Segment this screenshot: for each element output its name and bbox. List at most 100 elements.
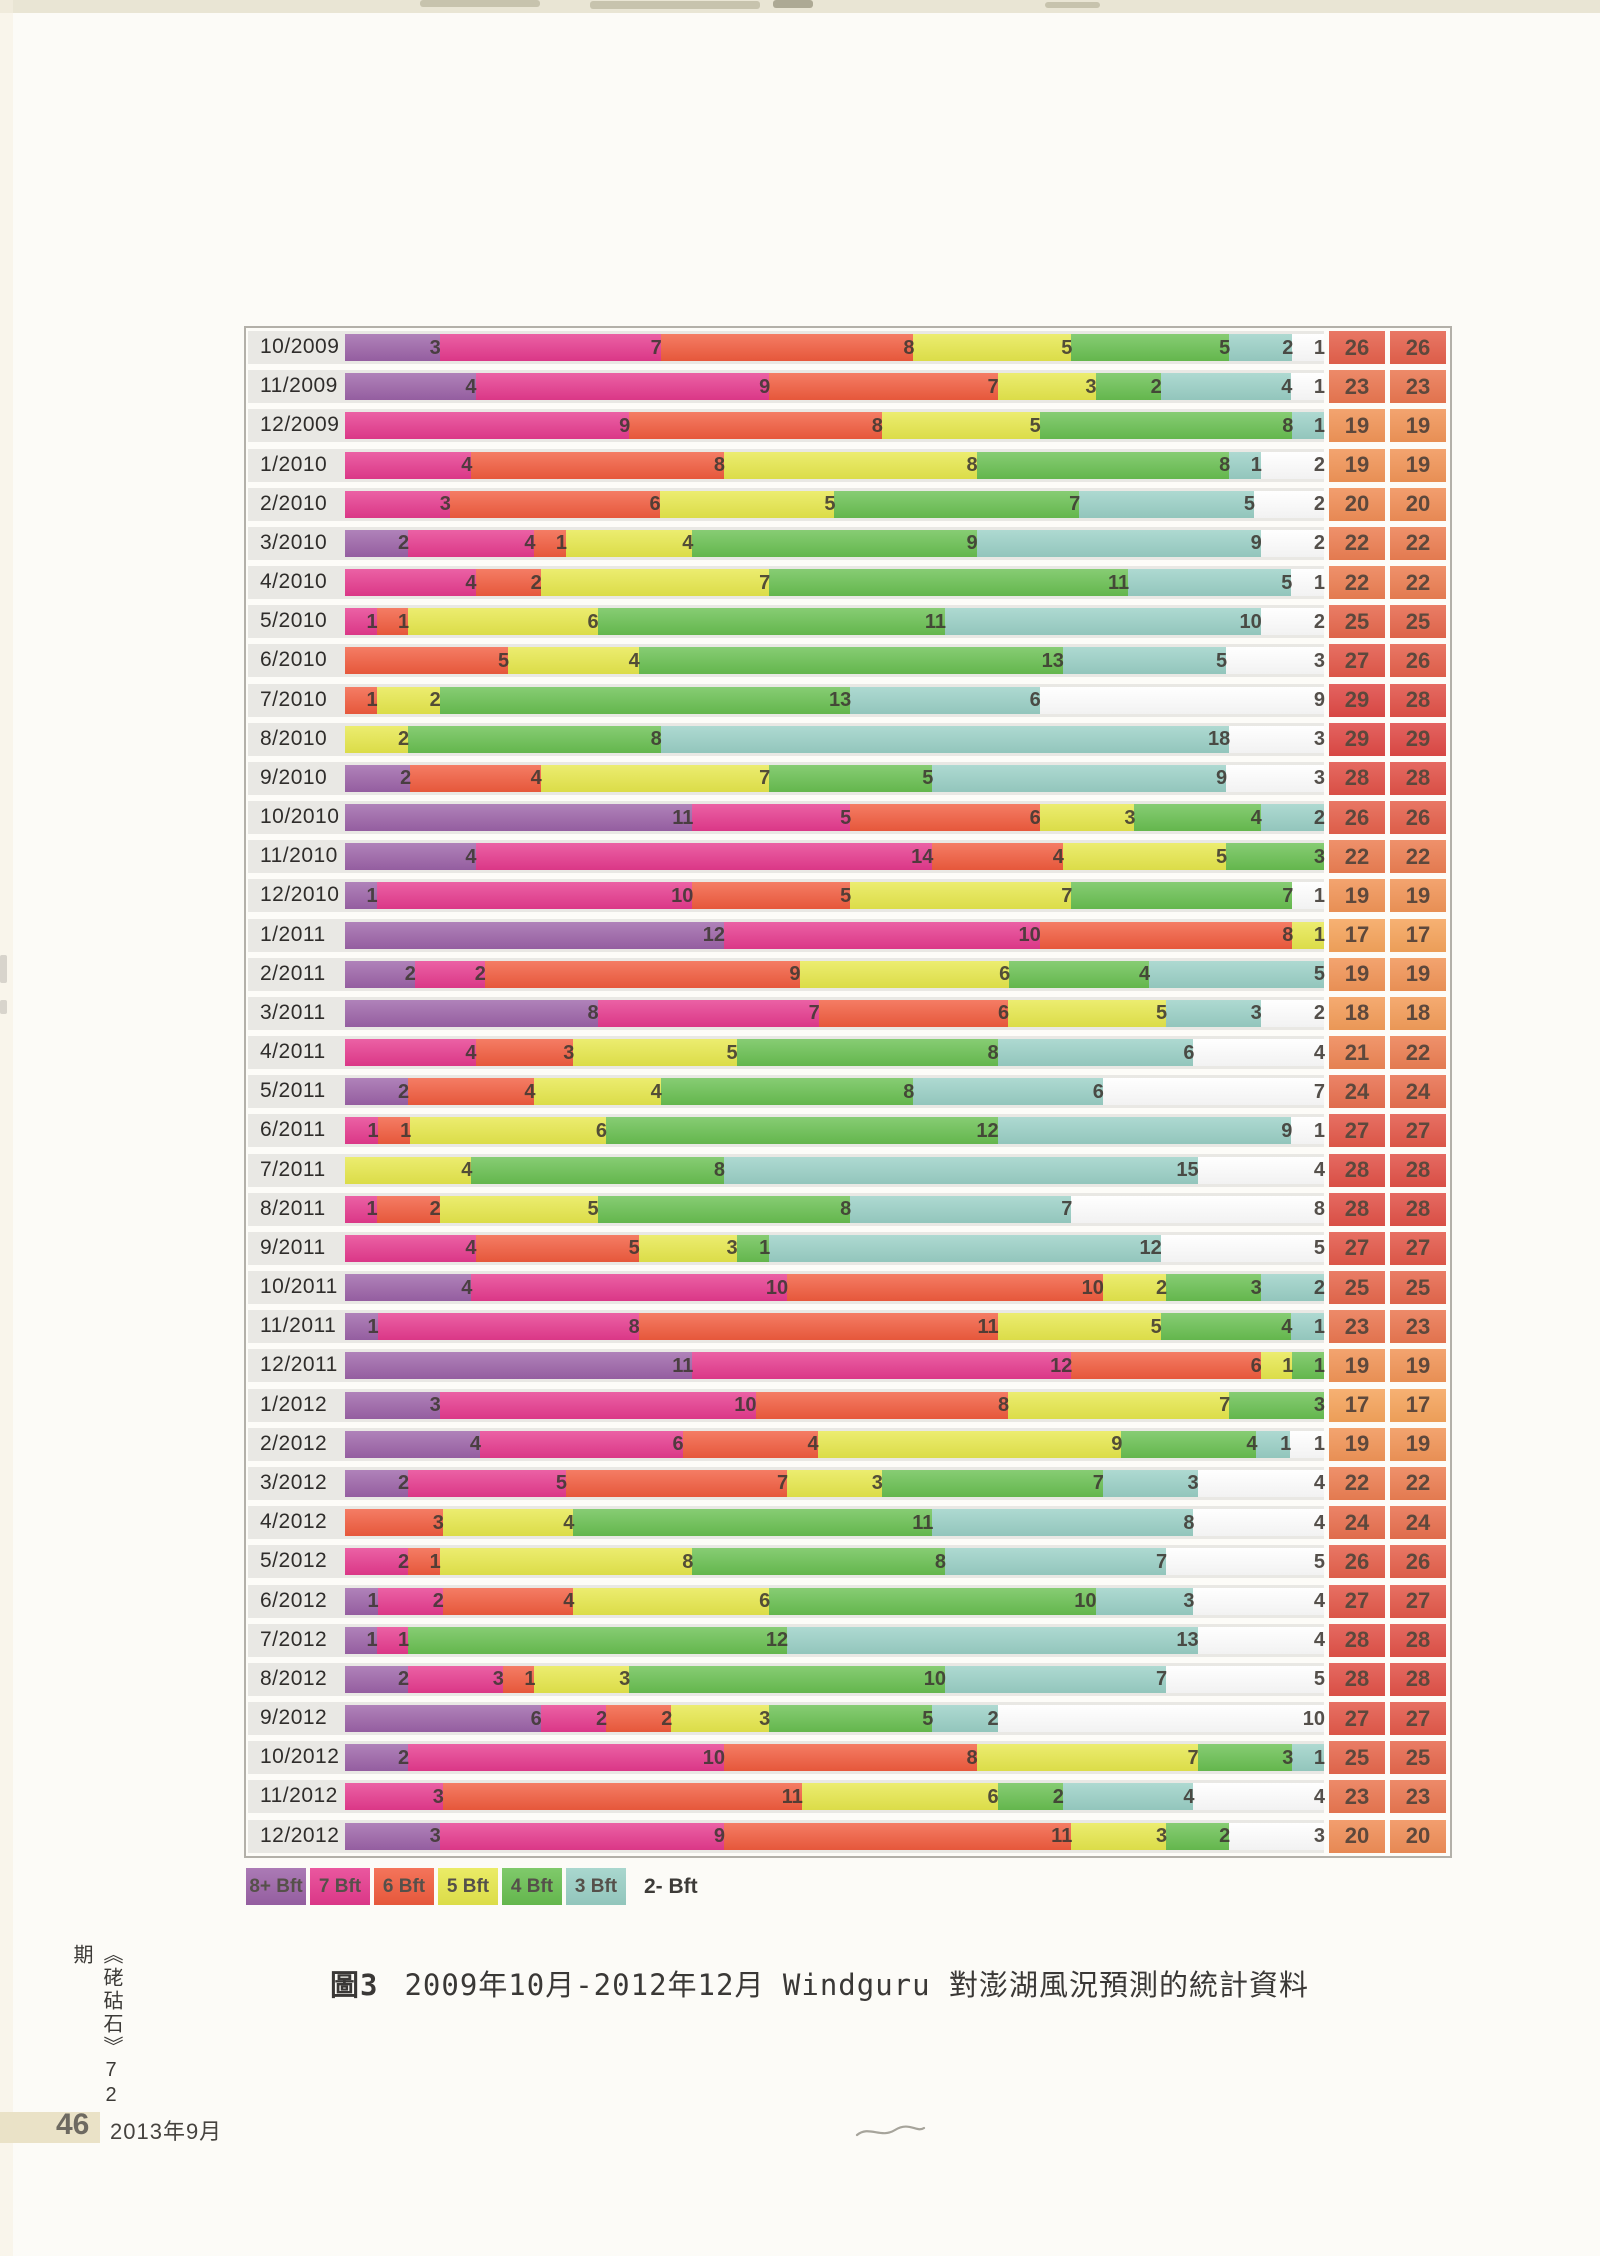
summary-cell-1: 25 bbox=[1329, 605, 1385, 639]
segment-value: 2 bbox=[398, 532, 410, 555]
bar-segment-8plus-bft: 8 bbox=[345, 999, 599, 1027]
bar-segment-5-bft: 6 bbox=[408, 608, 599, 636]
row-month-label: 6/2010 bbox=[260, 648, 328, 672]
bar-segment-8plus-bft: 3 bbox=[345, 1822, 441, 1850]
segment-value: 6 bbox=[759, 1590, 771, 1612]
bar-segment-5-bft: 4 bbox=[566, 529, 693, 557]
summary-cell-2: 24 bbox=[1390, 1075, 1446, 1109]
bar-segment-4-bft: 8 bbox=[736, 1039, 999, 1067]
bar-segment-5-bft: 6 bbox=[573, 1587, 771, 1615]
issue-date: 2013年9月 bbox=[110, 2119, 223, 2144]
segment-value: 6 bbox=[587, 610, 599, 633]
bar-segment-3-bft: 4 bbox=[1160, 373, 1292, 401]
segment-value: 6 bbox=[1029, 806, 1041, 829]
bar-segment-4-bft: 13 bbox=[439, 686, 851, 714]
summary-cell-1: 19 bbox=[1329, 1349, 1385, 1383]
segment-value: 4 bbox=[1313, 1511, 1325, 1534]
bar-segment-7-bft: 5 bbox=[408, 1469, 567, 1497]
summary-cell-2: 26 bbox=[1390, 644, 1446, 678]
summary-cell-2: 22 bbox=[1390, 1036, 1446, 1070]
segment-value: 1 bbox=[429, 1550, 441, 1573]
bar-segment-3-bft: 5 bbox=[1149, 960, 1325, 988]
bar-segment-5-bft: 5 bbox=[1008, 999, 1167, 1027]
segment-value: 11 bbox=[781, 1785, 803, 1808]
summary-cell-1: 23 bbox=[1329, 1780, 1385, 1814]
bar-segment-6-bft: 4 bbox=[442, 1587, 575, 1615]
bar-segment-3-bft: 5 bbox=[1128, 569, 1293, 597]
stacked-bar: 8 7 6 5 3 2 bbox=[345, 999, 1325, 1027]
bar-segment-4-bft: 11 bbox=[769, 569, 1129, 597]
bar-segment-4-bft: 7 bbox=[1071, 882, 1293, 910]
segment-value: 5 bbox=[1029, 414, 1041, 437]
chart-row: 8/2012 2 3 1 3 10 7 5 28 28 bbox=[246, 1660, 1450, 1699]
segment-value: 4 bbox=[1246, 1433, 1258, 1456]
bar-segment-8plus-bft: 4 bbox=[345, 1430, 481, 1458]
summary-cell-1: 26 bbox=[1329, 331, 1385, 364]
segment-value: 1 bbox=[1313, 924, 1325, 947]
summary-cell-1: 22 bbox=[1329, 1466, 1385, 1500]
scan-smudge bbox=[590, 1, 760, 9]
row-month-label: 4/2012 bbox=[260, 1510, 328, 1534]
segment-value: 7 bbox=[1155, 1668, 1168, 1691]
bar-segment-5-bft: 5 bbox=[1062, 843, 1227, 871]
row-month-label: 2/2010 bbox=[260, 491, 328, 515]
summary-cell-2: 18 bbox=[1390, 996, 1446, 1030]
bar-segment-4-bft: 8 bbox=[692, 1548, 946, 1576]
segment-value: 5 bbox=[1281, 571, 1293, 594]
bar-segment-6-bft: 2 bbox=[376, 1195, 441, 1223]
bar-segment-4-bft: 11 bbox=[597, 608, 946, 636]
bar-segment-4-bft: 5 bbox=[769, 764, 933, 792]
segment-value: 3 bbox=[1187, 1472, 1199, 1495]
bar-segment-2minus-bft: 4 bbox=[1197, 1156, 1325, 1184]
bar-segment-5-bft: 4 bbox=[345, 1156, 472, 1184]
bar-segment-6-bft: 5 bbox=[692, 882, 851, 910]
bar-segment-6-bft: 1 bbox=[377, 1117, 411, 1145]
segment-value: 9 bbox=[1281, 1119, 1293, 1142]
bar-segment-3-bft: 1 bbox=[1291, 1313, 1325, 1341]
bar-segment-2minus-bft: 1 bbox=[1291, 569, 1325, 597]
bar-segment-5-bft: 1 bbox=[1260, 1352, 1293, 1380]
segment-value: 5 bbox=[1215, 649, 1228, 672]
bar-segment-5-bft: 6 bbox=[410, 1117, 607, 1145]
bar-segment-3-bft: 2 bbox=[1229, 334, 1294, 361]
bar-segment-4-bft: 2 bbox=[1166, 1822, 1230, 1850]
bar-segment-8plus-bft: 4 bbox=[345, 373, 477, 401]
bar-segment-8plus-bft: 3 bbox=[345, 334, 441, 361]
segment-value: 2 bbox=[400, 767, 412, 790]
segment-value: 1 bbox=[1313, 884, 1325, 907]
bar-segment-3-bft: 7 bbox=[945, 1548, 1167, 1576]
row-month-label: 5/2010 bbox=[260, 609, 328, 633]
chart-row: 7/2011 4 8 15 4 28 28 bbox=[246, 1151, 1450, 1190]
bar-segment-2minus-bft: 2 bbox=[1254, 490, 1325, 518]
stacked-bar: 1 1 6 12 9 1 bbox=[345, 1117, 1325, 1145]
stacked-bar: 2 5 7 3 7 3 4 bbox=[345, 1469, 1325, 1497]
segment-value: 1 bbox=[398, 610, 410, 633]
bar-segment-5-bft: 8 bbox=[439, 1548, 693, 1576]
segment-value: 4 bbox=[465, 571, 477, 594]
segment-value: 3 bbox=[429, 1825, 441, 1848]
segment-value: 4 bbox=[628, 649, 640, 672]
segment-value: 9 bbox=[789, 963, 801, 986]
bar-segment-2minus-bft: 3 bbox=[1229, 725, 1325, 753]
bar-segment-3-bft: 5 bbox=[1079, 490, 1255, 518]
segment-value: 7 bbox=[808, 1002, 820, 1025]
bar-segment-3-bft: 6 bbox=[997, 1039, 1194, 1067]
summary-cell-1: 26 bbox=[1329, 1545, 1385, 1579]
segment-value: 10 bbox=[702, 1746, 725, 1769]
segment-value: 2 bbox=[1282, 336, 1294, 359]
summary-cell-1: 24 bbox=[1329, 1506, 1385, 1540]
segment-value: 1 bbox=[1313, 336, 1325, 359]
segment-value: 8 bbox=[998, 1394, 1010, 1417]
bar-segment-7-bft: 9 bbox=[439, 1822, 725, 1850]
bar-segment-3-bft: 1 bbox=[1256, 1430, 1291, 1458]
stacked-bar: 4 8 15 4 bbox=[345, 1156, 1325, 1184]
segment-value: 3 bbox=[429, 1394, 441, 1417]
bar-segment-4-bft: 9 bbox=[692, 529, 978, 557]
segment-value: 8 bbox=[1219, 454, 1231, 477]
segment-value: 4 bbox=[1250, 806, 1262, 829]
bar-segment-7-bft: 5 bbox=[692, 804, 851, 832]
segment-value: 8 bbox=[903, 336, 915, 359]
bar-segment-4-bft: 4 bbox=[1134, 804, 1262, 832]
segment-value: 4 bbox=[563, 1590, 575, 1612]
segment-value: 11 bbox=[672, 806, 694, 829]
